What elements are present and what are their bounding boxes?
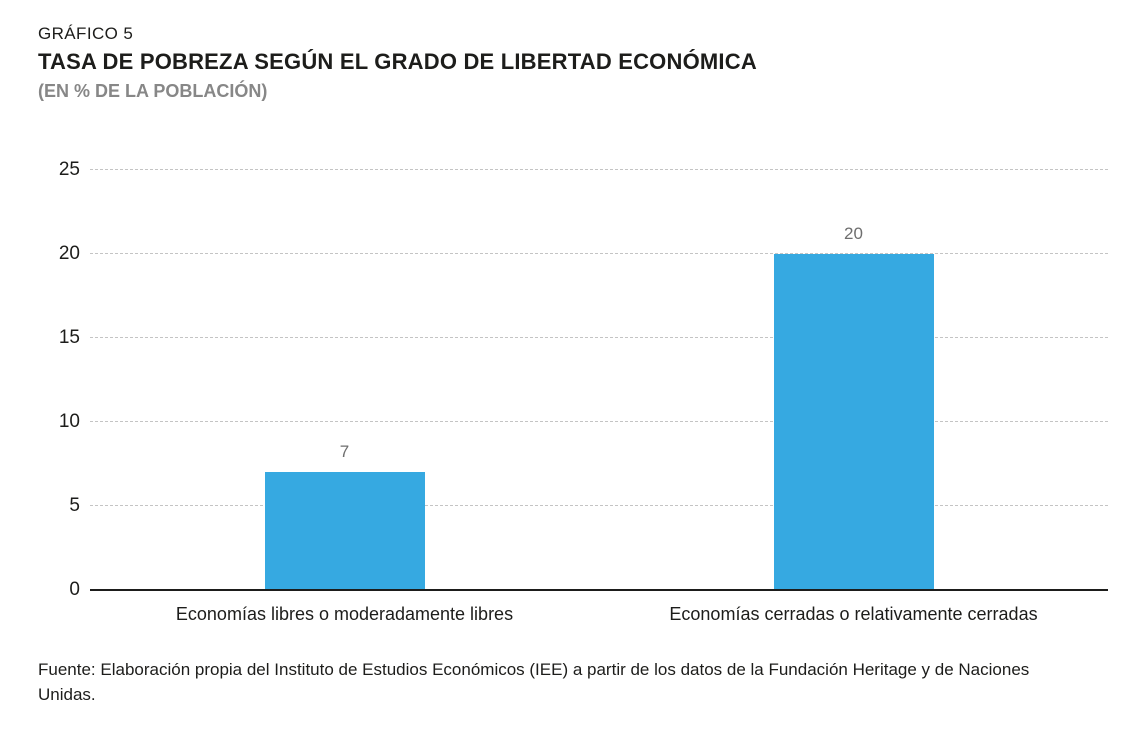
bar-group-2: 20 <box>599 170 1108 590</box>
y-tick-label-10: 10 <box>58 411 80 432</box>
y-tick-label-5: 5 <box>69 495 80 516</box>
x-axis-baseline <box>90 589 1108 591</box>
bar-1: 7 <box>264 442 425 590</box>
x-axis: Economías libres o moderadamente libres E… <box>90 604 1108 625</box>
chart-header: GRÁFICO 5 TASA DE POBREZA SEGÚN EL GRADO… <box>38 24 1108 102</box>
gridline-15 <box>90 337 1108 338</box>
chart-title: TASA DE POBREZA SEGÚN EL GRADO DE LIBERT… <box>38 49 757 74</box>
bar-group-1: 7 <box>90 170 599 590</box>
bars-container: 7 20 <box>90 170 1108 590</box>
bar-value-label-2: 20 <box>844 224 863 243</box>
y-tick-label-20: 20 <box>58 243 80 264</box>
y-tick-label-25: 25 <box>58 159 80 180</box>
x-category-label-2: Economías cerradas o relativamente cerra… <box>669 604 1038 624</box>
y-tick-label-0: 0 <box>69 579 80 600</box>
bar-chart: 0 5 10 15 20 25 7 20 Economías libres o modera… <box>38 159 1108 640</box>
chart-subtitle: (EN % DE LA POBLACIÓN) <box>38 81 268 101</box>
chart-kicker: GRÁFICO 5 <box>38 24 134 43</box>
source-note: Fuente: Elaboración propia del Instituto… <box>38 660 1030 704</box>
y-tick-label-15: 15 <box>58 327 80 348</box>
plot-area: 7 20 <box>90 169 1108 591</box>
bar-2: 20 <box>773 224 934 590</box>
gridline-5 <box>90 505 1108 506</box>
gridline-10 <box>90 421 1108 422</box>
x-category-label-1: Economías libres o moderadamente libres <box>175 604 514 624</box>
gridline-20 <box>90 253 1108 254</box>
gridline-25 <box>90 169 1108 170</box>
bar-value-label-1: 7 <box>339 442 350 462</box>
y-axis: 0 5 10 15 20 25 <box>38 159 80 600</box>
